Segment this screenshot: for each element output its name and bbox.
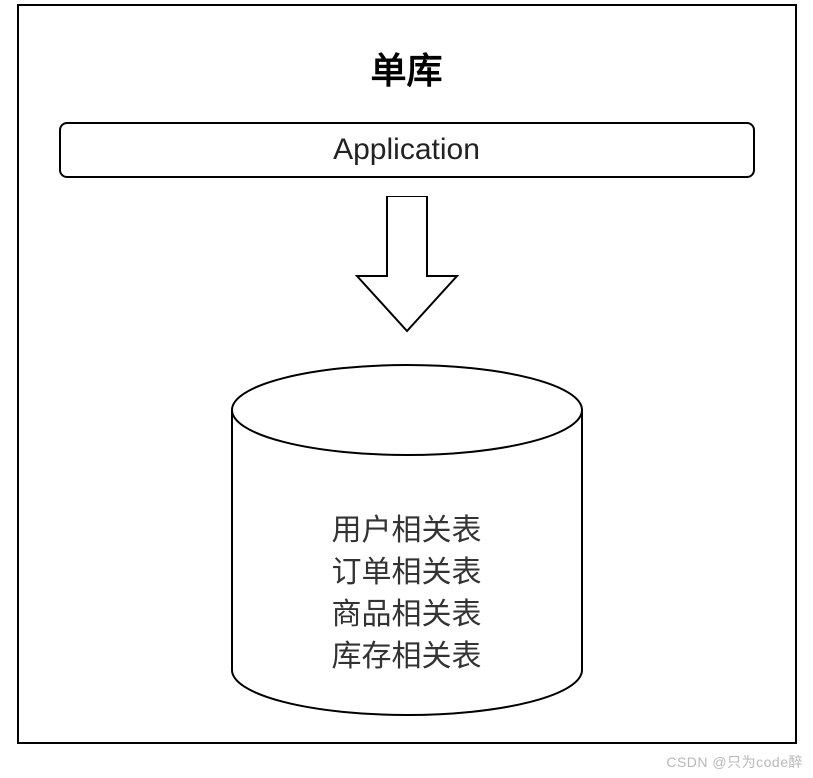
- table-row: 订单相关表: [49, 552, 765, 594]
- application-box: Application: [59, 122, 755, 178]
- diagram-title: 单库: [49, 42, 765, 94]
- table-row: 商品相关表: [49, 594, 765, 636]
- database-tables-list: 用户相关表 订单相关表 商品相关表 库存相关表: [49, 510, 765, 678]
- arrow-down-icon: [347, 196, 467, 336]
- diagram-container: 单库 Application 用户相关表 订单相关表 商品相关表 库存相关表: [17, 4, 797, 744]
- table-row: 库存相关表: [49, 636, 765, 678]
- watermark-text: CSDN @只为code醉: [666, 752, 803, 772]
- database-cylinder: 用户相关表 订单相关表 商品相关表 库存相关表: [49, 360, 765, 720]
- arrow-down: [49, 196, 765, 336]
- table-row: 用户相关表: [49, 510, 765, 552]
